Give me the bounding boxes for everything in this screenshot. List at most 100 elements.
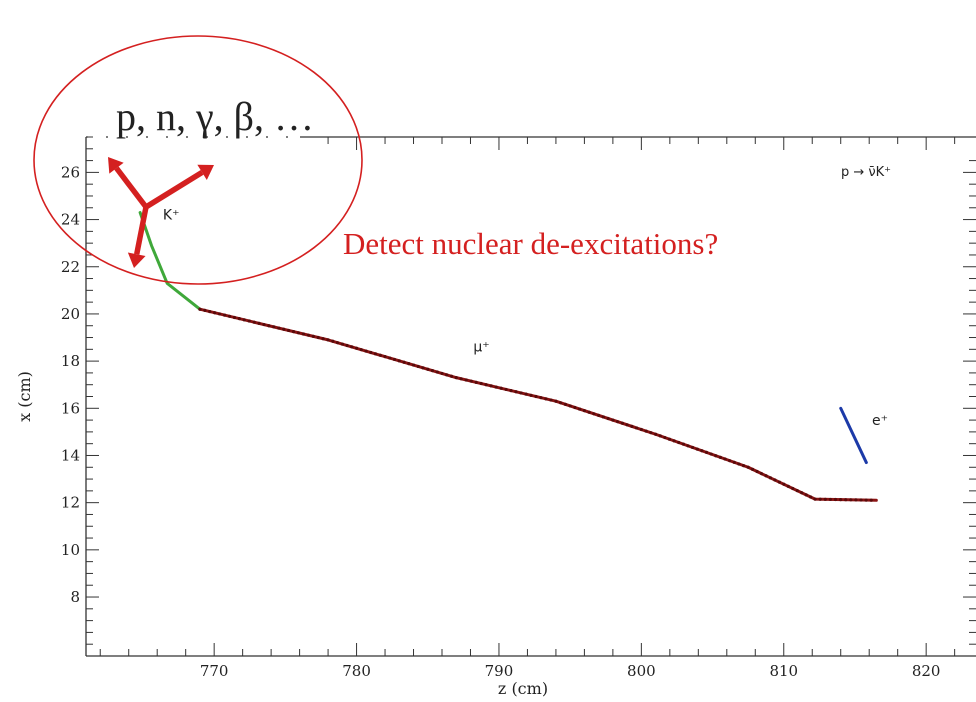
muon-hit — [388, 356, 392, 360]
muon-hit — [484, 383, 488, 387]
muon-hit — [247, 319, 251, 323]
muon-hit — [592, 412, 596, 416]
muon-hit — [782, 482, 786, 486]
muon-hit — [311, 334, 315, 338]
muon-hit — [773, 478, 777, 482]
muon-hit — [777, 480, 781, 484]
muon-hit — [649, 431, 653, 435]
muon-hit — [732, 460, 736, 464]
muon-hit — [677, 440, 681, 445]
x-tick-label: 790 — [485, 662, 514, 680]
muon-hit — [686, 444, 690, 448]
muon-hit — [494, 385, 498, 389]
muon-hit — [435, 370, 439, 374]
muon-hit — [563, 402, 568, 406]
y-tick-label: 10 — [61, 541, 80, 559]
muon-hit — [509, 389, 513, 393]
muon-hit — [440, 371, 444, 376]
muon-hit — [529, 393, 533, 397]
muon-hit — [709, 452, 713, 456]
muon-hit — [359, 348, 363, 352]
muon-hit — [499, 386, 503, 390]
track-k — [138, 210, 202, 311]
x-tick-label: 810 — [769, 662, 798, 680]
muon-hit — [704, 450, 709, 455]
muon-hit — [301, 332, 306, 336]
muon-hit — [667, 437, 672, 441]
x-tick-label: 820 — [912, 662, 941, 680]
muon-hit — [534, 394, 538, 399]
y-tick-label: 18 — [61, 352, 80, 370]
muon-hit — [654, 432, 658, 436]
muon-hit — [554, 399, 558, 403]
muon-hit — [849, 498, 853, 502]
muon-hit — [340, 342, 344, 346]
muon-hit — [833, 497, 838, 502]
x-axis-label: z (cm) — [498, 679, 548, 698]
muon-hit — [282, 327, 286, 331]
muon-hit — [759, 472, 764, 476]
positron-label: e⁺ — [872, 413, 888, 429]
muon-hit — [416, 364, 420, 369]
reaction-label: p → ν̄K⁺ — [841, 165, 891, 180]
x-tick-label: 770 — [200, 662, 229, 680]
muon-hit — [728, 459, 732, 463]
muon-hit — [277, 326, 281, 330]
emission-arrow-head — [108, 157, 124, 174]
muon-hit — [681, 442, 685, 446]
muon-hit — [514, 390, 518, 394]
muon-hit — [272, 325, 276, 329]
muon-hit — [786, 484, 790, 488]
muon-hit — [601, 415, 605, 419]
emission-arrow-shaft — [144, 170, 204, 210]
muon-hit — [203, 308, 207, 312]
muon-hit — [459, 377, 463, 381]
muon-hit — [864, 498, 868, 502]
muon-hit — [741, 464, 746, 468]
muon-hit — [474, 380, 478, 384]
muon-hit — [364, 349, 368, 353]
y-tick-label: 20 — [61, 305, 80, 323]
y-tick-label: 12 — [61, 494, 80, 512]
muon-hit — [454, 376, 458, 380]
muon-hit — [800, 491, 804, 495]
muon-hit — [426, 367, 430, 371]
muon-hit — [597, 413, 601, 417]
muon-hit — [267, 324, 271, 328]
muon-hit — [672, 439, 676, 443]
muon-hit — [262, 322, 266, 327]
muon-hit — [489, 384, 493, 388]
y-tick-label: 14 — [61, 446, 80, 464]
muon-hit — [606, 416, 610, 421]
muon-hit — [208, 309, 212, 314]
x-tick-label: 800 — [627, 662, 656, 680]
muon-hit — [658, 434, 662, 438]
muon-hit — [411, 363, 416, 367]
muon-hit — [402, 360, 406, 364]
kaon-label: K⁺ — [163, 208, 180, 224]
muon-hit — [578, 407, 582, 411]
muon-hit — [218, 312, 222, 316]
muon-hit — [306, 333, 310, 337]
muon-hit — [354, 346, 359, 350]
muon-hit — [620, 421, 624, 425]
muon-hit — [813, 497, 817, 501]
muon-hit — [691, 445, 695, 450]
muon-hit — [222, 313, 227, 317]
emission-arrow-head — [197, 164, 214, 181]
particle-tracks: K⁺ μ⁺ e⁺ — [138, 208, 888, 502]
muon-hit — [539, 396, 543, 400]
muon-hit — [695, 447, 699, 451]
muon-hit — [345, 343, 349, 348]
muon-hit — [616, 420, 620, 424]
emission-arrow-head — [127, 252, 146, 268]
x-tick-label: 780 — [342, 662, 371, 680]
emission-arrows — [108, 157, 214, 268]
muon-hit — [316, 335, 320, 340]
muon-hit — [809, 495, 813, 499]
muon-hit — [321, 337, 325, 341]
muon-hit — [568, 404, 572, 408]
muon-hit — [232, 315, 237, 320]
muon-hit — [823, 497, 827, 501]
muon-hit — [663, 435, 667, 440]
